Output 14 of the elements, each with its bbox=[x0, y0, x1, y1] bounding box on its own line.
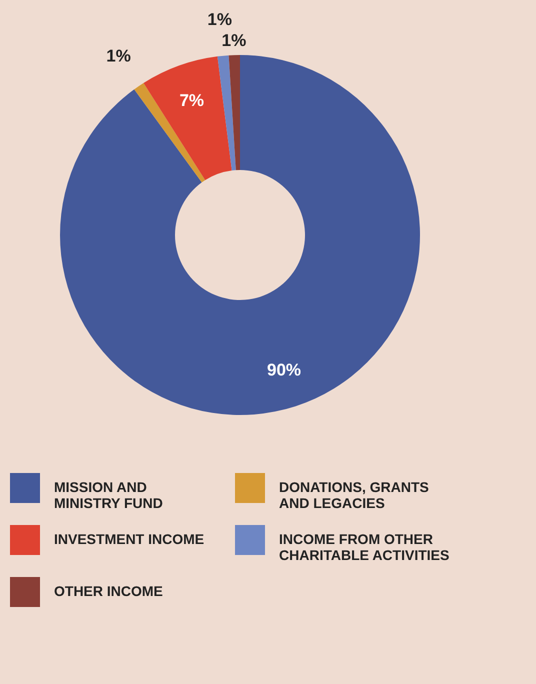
donut-slice bbox=[134, 83, 206, 182]
data-label: 7% bbox=[179, 90, 204, 110]
donut-slice bbox=[228, 55, 240, 170]
legend-label: INCOME FROM OTHER CHARITABLE ACTIVITIES bbox=[279, 531, 450, 563]
data-label: 1% bbox=[222, 31, 246, 50]
donut-slice bbox=[144, 56, 232, 180]
data-label: 1% bbox=[207, 10, 232, 29]
data-label: 1% bbox=[106, 46, 131, 66]
legend-label: MISSION AND MINISTRY FUND bbox=[54, 479, 163, 511]
legend-label: INVESTMENT INCOME bbox=[54, 531, 204, 547]
legend-label: DONATIONS, GRANTS AND LEGACIES bbox=[279, 479, 429, 511]
legend-label: OTHER INCOME bbox=[54, 583, 163, 599]
data-label: 90% bbox=[267, 360, 302, 380]
donut-slice bbox=[217, 55, 236, 171]
